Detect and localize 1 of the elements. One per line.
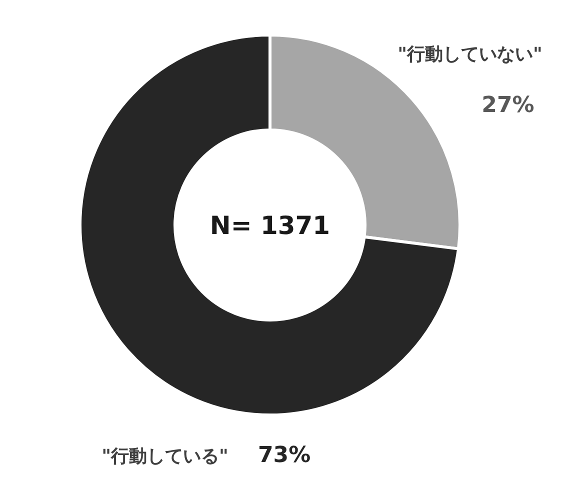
annotation: N= 1371 <box>210 211 330 240</box>
